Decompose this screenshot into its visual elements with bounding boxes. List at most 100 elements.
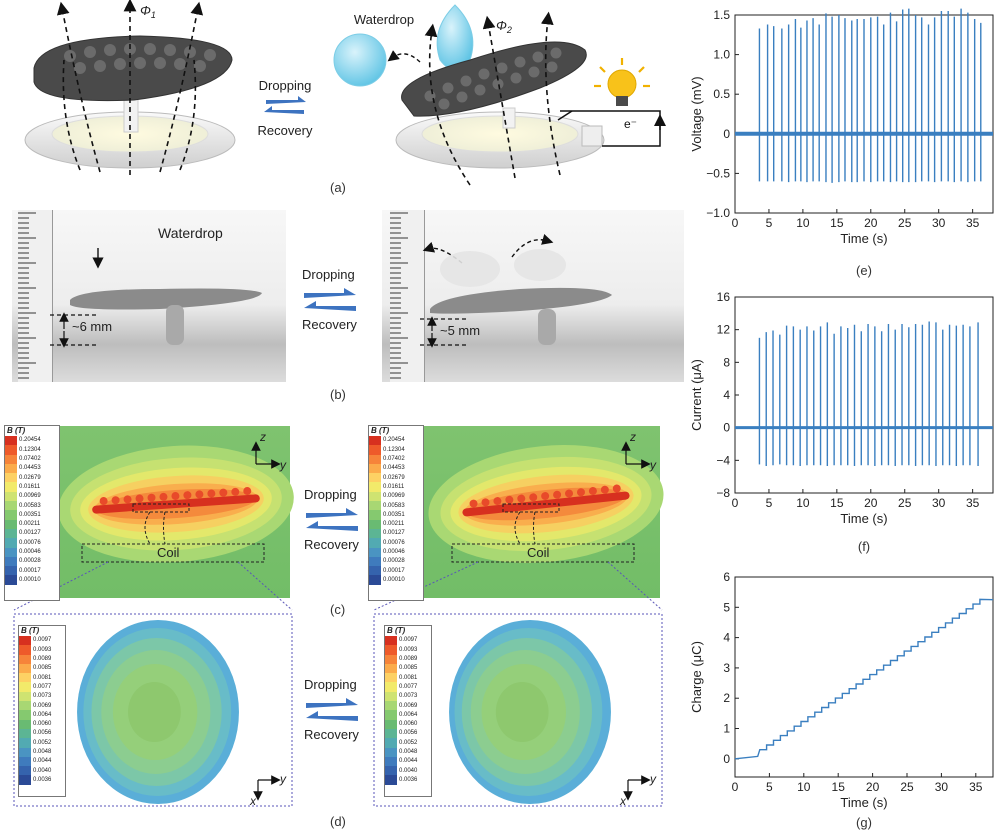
x-tick-label: 25 xyxy=(898,496,912,510)
legend-entry: 0.00351 xyxy=(369,510,423,520)
legend-entry: 0.02679 xyxy=(369,473,423,483)
legend-entry: 0.00583 xyxy=(369,501,423,511)
plot-frame xyxy=(734,14,994,214)
axis-y-d-right: y xyxy=(650,772,656,786)
y-tick-label: 0 xyxy=(723,752,730,766)
legend-entry: 0.00211 xyxy=(5,519,59,529)
x-tick-label: 20 xyxy=(864,216,878,230)
y-tick-label: 1 xyxy=(723,722,730,736)
x-tick-label: 35 xyxy=(966,496,980,510)
legend-entry: 0.0073 xyxy=(19,691,65,702)
dropping-label-d: Dropping xyxy=(304,677,357,692)
dropping-label-c: Dropping xyxy=(304,487,357,502)
legend-entry: 0.00010 xyxy=(5,575,59,585)
gap-before-label: ~6 mm xyxy=(72,319,113,334)
label-f: (f) xyxy=(858,539,870,554)
y-tick-label: 16 xyxy=(717,290,731,304)
legend-entry: 0.00046 xyxy=(369,547,423,557)
magnet-plate-right xyxy=(401,41,587,117)
splash xyxy=(440,249,566,287)
legend-d-right: B (T) 0.0097 0.0093 0.0089 0.0085 0.0081 0.007… xyxy=(384,625,432,797)
panel-c-overlay xyxy=(13,441,664,611)
legend-entry: 0.0048 xyxy=(19,747,65,757)
legend-entry: 0.20454 xyxy=(5,436,59,446)
legend-entry: 0.00076 xyxy=(5,538,59,548)
coil-label-left: Coil xyxy=(157,545,180,560)
disc-field-right xyxy=(449,620,611,804)
circuit xyxy=(557,110,666,147)
chart-voltage: 0 5 10 15 20 25 30 35 −1.0 −0.5 0 0.5 1.0 1.5 Time (s)… xyxy=(690,8,994,278)
waterdrop-label-b: Waterdrop xyxy=(158,225,223,241)
y-tick-label: 6 xyxy=(723,570,730,584)
x-tick-label: 30 xyxy=(932,496,946,510)
legend-entry: 0.00028 xyxy=(369,556,423,567)
legend-entry: 0.0040 xyxy=(19,766,65,776)
legend-entry: 0.12304 xyxy=(5,445,59,455)
legend-entry: 0.00127 xyxy=(5,528,59,539)
x-tick-label: 5 xyxy=(766,780,773,794)
legend-entry: 0.0044 xyxy=(19,756,65,767)
axis-x-d-right: x xyxy=(620,794,626,808)
panel-a-illustration: Φ1 Dropping Recovery Waterdrop xyxy=(24,0,666,186)
y-axis-label: Current (μA) xyxy=(690,359,704,431)
x-tick-label: 15 xyxy=(830,216,844,230)
x-tick-label: 20 xyxy=(866,780,880,794)
legend-entry: 0.07402 xyxy=(5,454,59,464)
legend-entry: 0.0073 xyxy=(385,691,431,702)
x-axis-label: Time (s) xyxy=(840,511,887,526)
label-e: (e) xyxy=(856,263,872,278)
axis-y-left: y xyxy=(280,458,286,472)
y-tick-label: 1.5 xyxy=(713,8,730,22)
electron-label: e⁻ xyxy=(624,117,637,131)
legend-entry: 0.0064 xyxy=(385,710,431,720)
legend-title: B (T) xyxy=(21,626,40,635)
legend-entry: 0.00351 xyxy=(5,510,59,520)
x-tick-label: 5 xyxy=(766,216,773,230)
y-tick-label: 0.5 xyxy=(713,87,730,101)
x-tick-label: 15 xyxy=(830,496,844,510)
legend-entry: 0.00017 xyxy=(5,566,59,576)
legend-entry: 0.00017 xyxy=(369,566,423,576)
y-tick-label: 3 xyxy=(723,661,730,675)
x-tick-label: 10 xyxy=(796,216,810,230)
panel-c: z y z y Coil Coil B (T) 0.20454 0.12304 0.0… xyxy=(0,422,690,622)
y-tick-label: −8 xyxy=(716,486,730,500)
legend-title: B (T) xyxy=(7,426,26,435)
chart-current: 0 5 10 15 20 25 30 35 −8 −4 0 4 8 12 16 Time (s) Current… xyxy=(690,290,994,554)
x-tick-label: 0 xyxy=(732,216,739,230)
legend-entry: 0.0060 xyxy=(19,719,65,729)
x-tick-label: 30 xyxy=(935,780,949,794)
legend-entry: 0.04453 xyxy=(369,463,423,474)
y-tick-label: 0 xyxy=(723,421,730,435)
legend-entry: 0.00127 xyxy=(369,528,423,539)
legend-entry: 0.0089 xyxy=(385,654,431,664)
panel-d: y x y x B (T) 0.0097 0.0093 0.0089 0.0085 0.0… xyxy=(0,610,690,832)
label-b: (b) xyxy=(330,387,346,402)
y-tick-label: 12 xyxy=(717,323,731,337)
legend-entry: 0.0036 xyxy=(19,775,65,785)
x-tick-label: 0 xyxy=(732,496,739,510)
legend-entry: 0.0093 xyxy=(19,645,65,655)
legend-entry: 0.20454 xyxy=(369,436,423,446)
light-bulb-icon xyxy=(594,58,650,106)
x-tick-label: 35 xyxy=(966,216,980,230)
coil-label-right: Coil xyxy=(527,545,550,560)
label-a: (a) xyxy=(330,180,346,195)
legend-entry: 0.12304 xyxy=(369,445,423,455)
chart-charge: 0 5 10 15 20 25 30 35 0 1 2 3 4 5 6 Time (s) Charge (μC)… xyxy=(690,570,994,830)
legend-entry: 0.00076 xyxy=(369,538,423,548)
legend-entry: 0.0077 xyxy=(385,682,431,692)
x-tick-label: 30 xyxy=(932,216,946,230)
y-tick-label: 4 xyxy=(723,388,730,402)
dropping-label-b: Dropping xyxy=(302,267,355,282)
label-d: (d) xyxy=(330,814,346,829)
legend-entry: 0.00046 xyxy=(5,547,59,557)
y-tick-label: −1.0 xyxy=(706,206,730,220)
legend-entry: 0.01611 xyxy=(369,482,423,492)
legend-entry: 0.0036 xyxy=(385,775,431,785)
panel-a: Φ1 Dropping Recovery Waterdrop xyxy=(0,0,690,200)
recovery-label-c: Recovery xyxy=(304,537,359,552)
legend-entry: 0.00583 xyxy=(5,501,59,511)
legend-title: B (T) xyxy=(371,426,390,435)
phi1-label: Φ1 xyxy=(140,3,156,20)
